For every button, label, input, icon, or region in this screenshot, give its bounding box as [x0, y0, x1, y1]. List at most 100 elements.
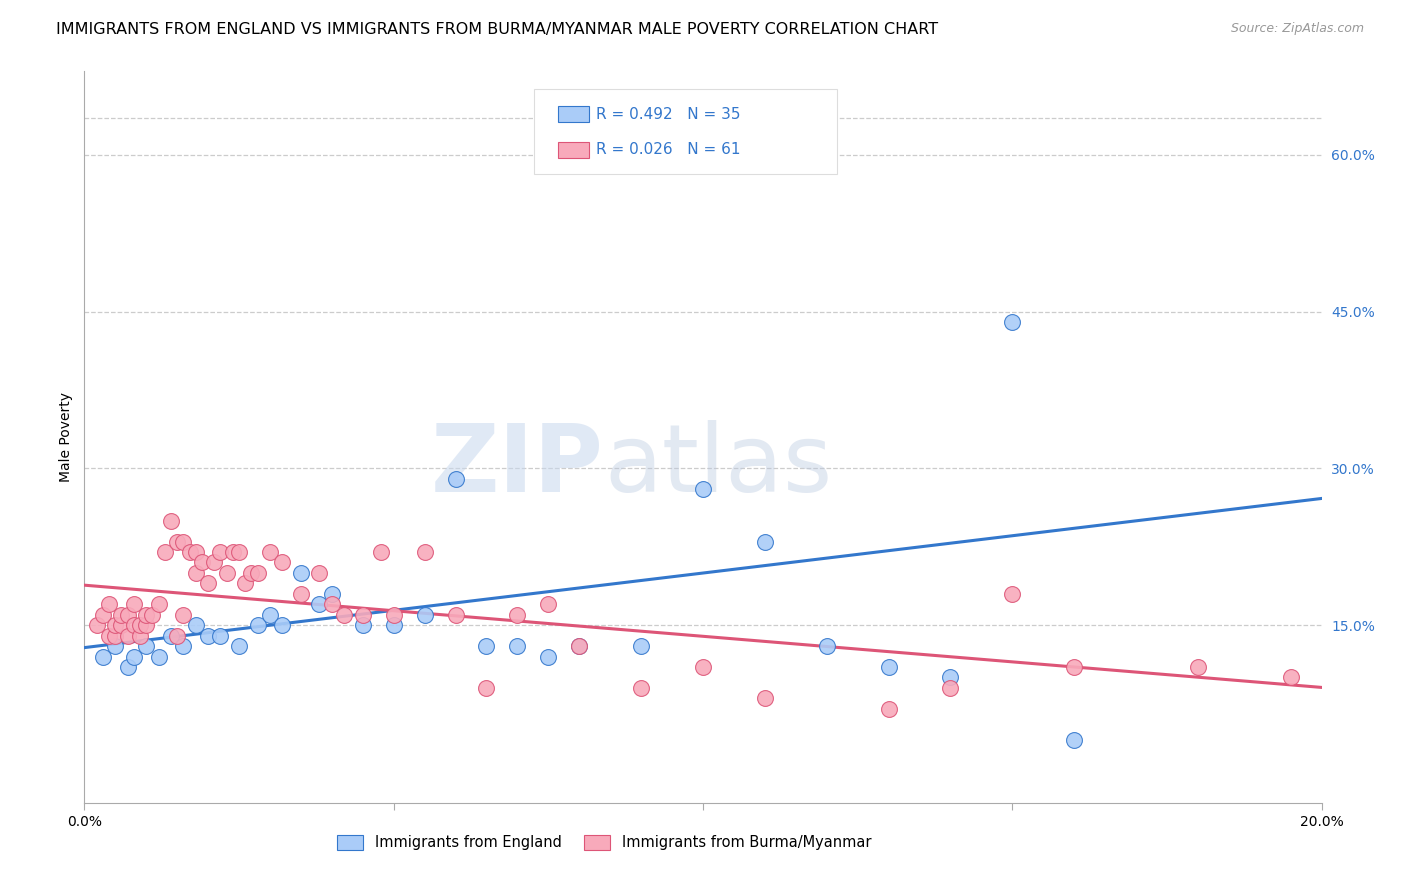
Point	[939, 681, 962, 695]
Point	[117, 629, 139, 643]
Point	[228, 545, 250, 559]
Point	[86, 618, 108, 632]
Point	[382, 618, 405, 632]
Point	[166, 534, 188, 549]
Point	[271, 618, 294, 632]
Point	[1063, 660, 1085, 674]
Point	[179, 545, 201, 559]
Point	[506, 607, 529, 622]
Point	[117, 607, 139, 622]
Point	[444, 607, 467, 622]
Point	[475, 681, 498, 695]
Point	[413, 607, 436, 622]
Point	[129, 629, 152, 643]
Point	[537, 597, 560, 611]
Point	[308, 566, 330, 580]
Point	[209, 629, 232, 643]
Point	[135, 607, 157, 622]
Point	[537, 649, 560, 664]
Point	[321, 597, 343, 611]
Point	[939, 670, 962, 684]
Point	[91, 607, 114, 622]
Point	[246, 566, 269, 580]
Point	[135, 639, 157, 653]
Point	[104, 618, 127, 632]
Point	[135, 618, 157, 632]
Point	[290, 566, 312, 580]
Point	[333, 607, 356, 622]
Point	[117, 660, 139, 674]
Point	[568, 639, 591, 653]
Point	[754, 534, 776, 549]
Point	[290, 587, 312, 601]
Point	[122, 649, 145, 664]
Point	[209, 545, 232, 559]
Point	[122, 618, 145, 632]
Point	[246, 618, 269, 632]
Point	[877, 702, 900, 716]
Point	[141, 607, 163, 622]
Point	[1001, 315, 1024, 329]
Point	[148, 649, 170, 664]
Point	[215, 566, 238, 580]
Point	[630, 639, 652, 653]
Point	[184, 545, 207, 559]
Point	[110, 618, 132, 632]
Point	[160, 514, 183, 528]
Text: R = 0.026   N = 61: R = 0.026 N = 61	[596, 143, 741, 157]
Legend: Immigrants from England, Immigrants from Burma/Myanmar: Immigrants from England, Immigrants from…	[337, 835, 872, 850]
Point	[222, 545, 245, 559]
Point	[240, 566, 263, 580]
Point	[172, 607, 194, 622]
Point	[153, 545, 176, 559]
Point	[259, 545, 281, 559]
Point	[352, 618, 374, 632]
Point	[413, 545, 436, 559]
Point	[754, 691, 776, 706]
Point	[692, 483, 714, 497]
Text: atlas: atlas	[605, 420, 832, 512]
Y-axis label: Male Poverty: Male Poverty	[59, 392, 73, 482]
Point	[568, 639, 591, 653]
Point	[148, 597, 170, 611]
Point	[129, 618, 152, 632]
Point	[172, 639, 194, 653]
Point	[184, 566, 207, 580]
Text: R = 0.492   N = 35: R = 0.492 N = 35	[596, 107, 741, 121]
Point	[1001, 587, 1024, 601]
Point	[160, 629, 183, 643]
Point	[1063, 733, 1085, 747]
Point	[877, 660, 900, 674]
Point	[370, 545, 392, 559]
Text: Source: ZipAtlas.com: Source: ZipAtlas.com	[1230, 22, 1364, 36]
Point	[692, 660, 714, 674]
Point	[785, 127, 807, 141]
Point	[321, 587, 343, 601]
Point	[308, 597, 330, 611]
Point	[444, 472, 467, 486]
Point	[202, 556, 225, 570]
Point	[1187, 660, 1209, 674]
Point	[228, 639, 250, 653]
Point	[382, 607, 405, 622]
Point	[191, 556, 214, 570]
Point	[1279, 670, 1302, 684]
Point	[166, 629, 188, 643]
Point	[110, 607, 132, 622]
Point	[233, 576, 256, 591]
Point	[630, 681, 652, 695]
Point	[91, 649, 114, 664]
Point	[506, 639, 529, 653]
Point	[184, 618, 207, 632]
Point	[475, 639, 498, 653]
Point	[98, 597, 121, 611]
Point	[259, 607, 281, 622]
Point	[122, 597, 145, 611]
Point	[197, 629, 219, 643]
Text: ZIP: ZIP	[432, 420, 605, 512]
Point	[104, 639, 127, 653]
Point	[271, 556, 294, 570]
Point	[197, 576, 219, 591]
Point	[98, 629, 121, 643]
Point	[815, 639, 838, 653]
